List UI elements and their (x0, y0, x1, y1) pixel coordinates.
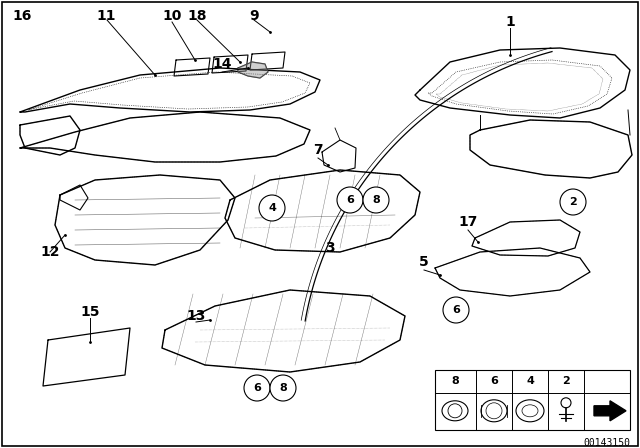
Text: 2: 2 (569, 197, 577, 207)
Text: 13: 13 (186, 309, 205, 323)
Text: 4: 4 (268, 203, 276, 213)
Text: 16: 16 (12, 9, 32, 23)
Circle shape (443, 297, 469, 323)
Text: 6: 6 (346, 195, 354, 205)
Circle shape (337, 187, 363, 213)
Circle shape (270, 375, 296, 401)
Text: 12: 12 (40, 245, 60, 259)
Text: 5: 5 (419, 255, 429, 269)
Text: 17: 17 (458, 215, 477, 229)
Text: 2: 2 (562, 376, 570, 386)
Text: 15: 15 (80, 305, 100, 319)
Text: 1: 1 (505, 15, 515, 29)
Circle shape (363, 187, 389, 213)
Text: 9: 9 (249, 9, 259, 23)
Polygon shape (238, 62, 268, 78)
Text: 6: 6 (490, 376, 498, 386)
Text: 10: 10 (163, 9, 182, 23)
Circle shape (560, 189, 586, 215)
Text: 8: 8 (279, 383, 287, 393)
Text: 4: 4 (526, 376, 534, 386)
Circle shape (259, 195, 285, 221)
Text: 3: 3 (325, 241, 335, 255)
Text: 11: 11 (96, 9, 116, 23)
Text: 7: 7 (313, 143, 323, 157)
Text: 8: 8 (372, 195, 380, 205)
Circle shape (561, 398, 571, 408)
Text: 18: 18 (188, 9, 207, 23)
Text: 00143150: 00143150 (583, 438, 630, 448)
Circle shape (244, 375, 270, 401)
Text: 14: 14 (212, 57, 232, 71)
Text: 6: 6 (452, 305, 460, 315)
Text: 6: 6 (253, 383, 261, 393)
Text: 8: 8 (451, 376, 459, 386)
Polygon shape (594, 401, 626, 421)
Bar (435, 370, 630, 430)
